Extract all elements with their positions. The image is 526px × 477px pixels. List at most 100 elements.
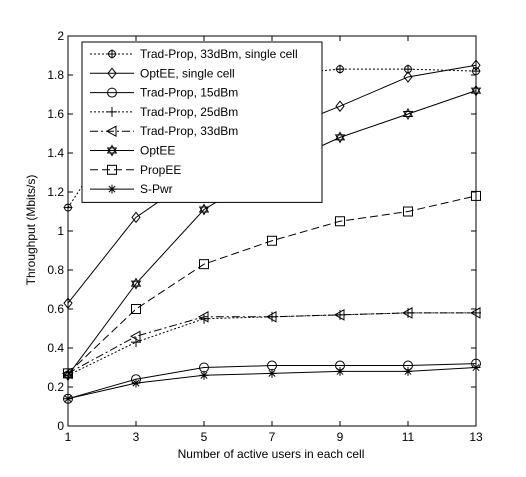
series-marker bbox=[199, 313, 209, 324]
marker-shape bbox=[403, 71, 413, 83]
marker-shape bbox=[108, 185, 116, 193]
marker-shape bbox=[469, 307, 481, 319]
marker-shape bbox=[131, 211, 141, 224]
x-tick-label: 5 bbox=[201, 430, 208, 444]
legend-label: Trad-Prop, 33dBm bbox=[140, 124, 238, 138]
legend-label: OptEE, single cell bbox=[140, 66, 235, 80]
marker-shape bbox=[402, 111, 414, 121]
series-marker bbox=[333, 309, 345, 321]
series-marker bbox=[471, 59, 481, 72]
series-marker bbox=[199, 370, 209, 380]
marker-shape bbox=[333, 309, 345, 321]
series-layer bbox=[61, 59, 482, 404]
series-marker bbox=[334, 131, 346, 144]
series-marker bbox=[106, 144, 118, 157]
marker-shape bbox=[106, 144, 118, 154]
marker-shape bbox=[130, 280, 142, 290]
marker-shape bbox=[197, 310, 209, 323]
x-tick-label: 13 bbox=[469, 430, 483, 444]
series-marker bbox=[267, 368, 277, 378]
x-tick-label: 1 bbox=[65, 430, 72, 444]
series-marker bbox=[471, 190, 481, 201]
series-marker bbox=[63, 203, 73, 213]
marker-shape bbox=[334, 134, 346, 144]
legend-entry: Trad-Prop, 15dBm bbox=[90, 86, 238, 100]
series-marker bbox=[403, 71, 413, 83]
series-marker bbox=[107, 67, 117, 80]
marker-shape bbox=[105, 125, 117, 138]
marker-shape bbox=[470, 84, 482, 94]
legend-entry: Trad-Prop, 33dBm, single cell bbox=[90, 47, 298, 61]
series-marker bbox=[63, 297, 73, 309]
series-marker bbox=[470, 84, 482, 97]
marker-shape bbox=[402, 107, 414, 117]
marker-shape bbox=[132, 379, 140, 387]
marker-shape bbox=[334, 131, 346, 141]
series-marker bbox=[63, 368, 73, 379]
marker-shape bbox=[200, 371, 208, 379]
legend-entry: Trad-Prop, 25dBm bbox=[90, 105, 238, 119]
legend-entry: Trad-Prop, 33dBm bbox=[90, 124, 238, 138]
y-tick-label: 0.6 bbox=[47, 302, 64, 316]
marker-shape bbox=[471, 59, 481, 72]
marker-shape bbox=[265, 310, 277, 323]
series-marker bbox=[199, 259, 209, 270]
marker-shape bbox=[63, 297, 73, 309]
series-marker bbox=[471, 363, 481, 372]
marker-shape bbox=[199, 259, 209, 270]
y-tick-label: 0.4 bbox=[47, 341, 64, 355]
y-tick-label: 0.2 bbox=[47, 380, 64, 394]
y-tick-label: 0 bbox=[57, 419, 64, 433]
marker-shape bbox=[63, 368, 73, 379]
marker-shape bbox=[129, 330, 141, 343]
legend-entry: OptEE bbox=[90, 144, 175, 158]
series-marker bbox=[335, 216, 345, 227]
legend-entry: OptEE, single cell bbox=[90, 66, 235, 80]
y-tick-label: 1.6 bbox=[47, 107, 64, 121]
series-marker bbox=[131, 211, 141, 224]
legend-label: PropEE bbox=[140, 163, 181, 177]
series-marker bbox=[131, 304, 141, 314]
series-marker bbox=[197, 310, 209, 323]
series-marker bbox=[63, 394, 73, 404]
series-marker bbox=[335, 100, 345, 113]
marker-shape bbox=[471, 190, 481, 201]
marker-shape bbox=[131, 304, 141, 314]
series-marker bbox=[107, 87, 117, 98]
series-marker bbox=[107, 106, 117, 117]
series-marker bbox=[335, 366, 345, 376]
y-tick-label: 1.2 bbox=[47, 185, 64, 199]
marker-shape bbox=[472, 363, 480, 372]
legend-entry: PropEE bbox=[90, 163, 181, 177]
marker-shape bbox=[64, 395, 72, 403]
series-7 bbox=[63, 190, 481, 379]
y-tick-label: 1.8 bbox=[47, 68, 64, 82]
series-marker bbox=[403, 206, 413, 217]
marker-shape bbox=[268, 369, 276, 377]
legend-label: Trad-Prop, 33dBm, single cell bbox=[140, 47, 298, 61]
marker-shape bbox=[106, 147, 118, 157]
legend-label: OptEE bbox=[140, 144, 175, 158]
marker-shape bbox=[198, 203, 210, 213]
series-marker bbox=[265, 310, 277, 323]
x-tick-label: 3 bbox=[133, 430, 140, 444]
series-line bbox=[67, 312, 476, 374]
x-tick-label: 7 bbox=[269, 430, 276, 444]
x-tick-label: 9 bbox=[337, 430, 344, 444]
marker-shape bbox=[335, 216, 345, 227]
marker-shape bbox=[107, 87, 117, 98]
series-marker bbox=[267, 235, 277, 246]
series-marker bbox=[107, 164, 117, 175]
series-marker bbox=[130, 277, 142, 290]
series-marker bbox=[403, 366, 413, 376]
marker-shape bbox=[470, 87, 482, 97]
series-marker bbox=[107, 49, 117, 59]
x-axis-label: Number of active users in each cell bbox=[178, 447, 365, 461]
legend-label: S-Pwr bbox=[140, 182, 173, 196]
series-marker bbox=[105, 125, 117, 138]
series-marker bbox=[402, 107, 414, 121]
marker-shape bbox=[107, 67, 117, 80]
marker-shape bbox=[401, 307, 413, 319]
series-marker bbox=[471, 66, 481, 76]
marker-shape bbox=[335, 100, 345, 113]
